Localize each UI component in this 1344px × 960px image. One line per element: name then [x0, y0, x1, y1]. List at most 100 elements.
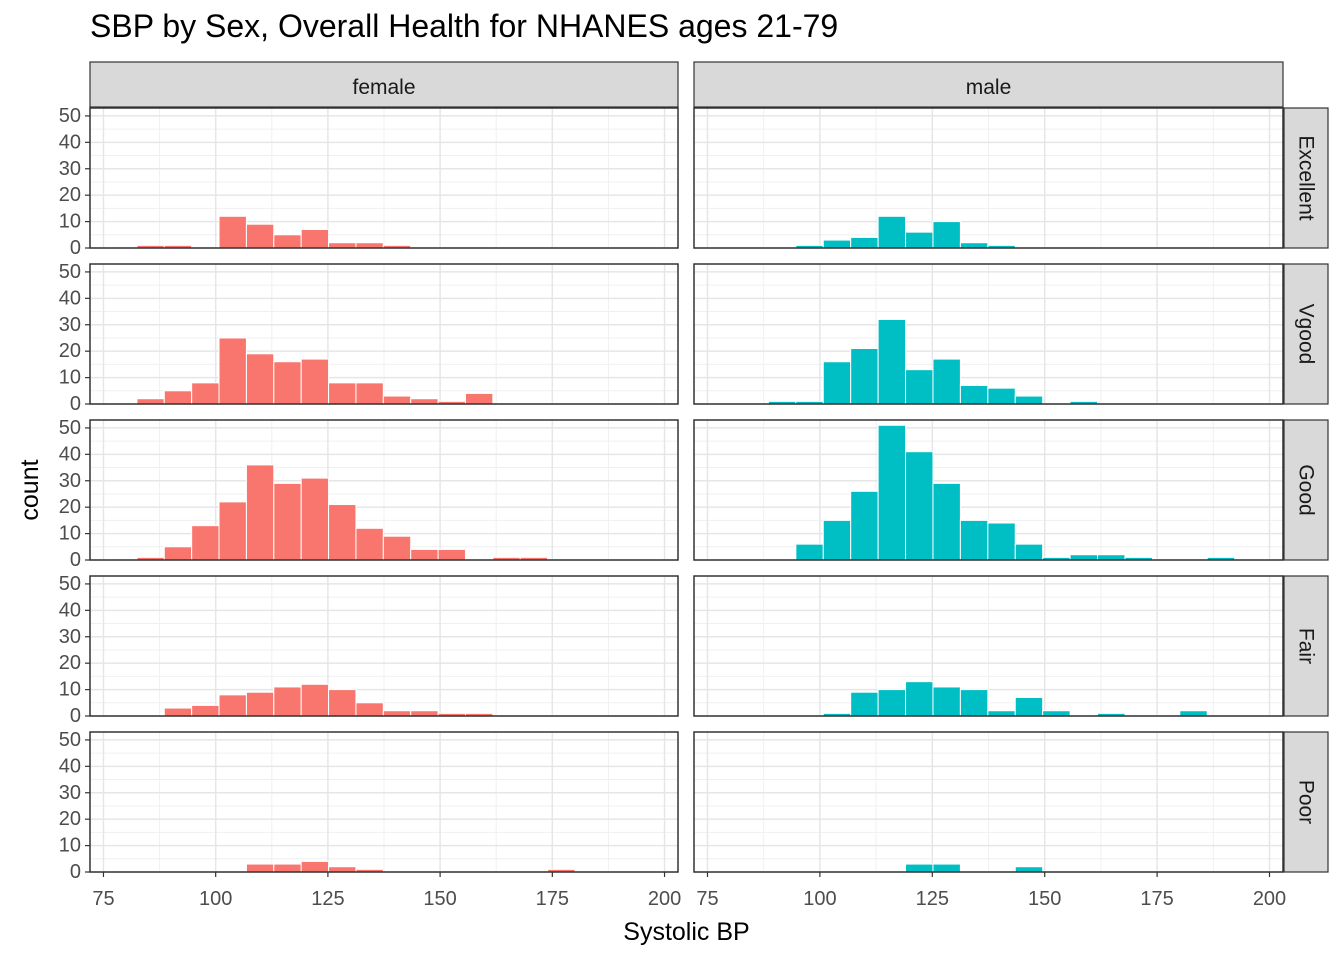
- facet-strip-vgood: [1283, 263, 1329, 405]
- y-tick-label: 20: [59, 496, 81, 518]
- histogram-bar: [795, 543, 824, 561]
- histogram-bar: [410, 398, 439, 405]
- x-tick-label: 100: [803, 888, 836, 910]
- histogram-bar: [932, 358, 961, 405]
- histogram-bar: [218, 694, 247, 717]
- x-tick-label: 175: [536, 888, 569, 910]
- panel-border: [89, 731, 679, 873]
- x-tick-label: 200: [1253, 888, 1286, 910]
- x-tick-label: 150: [1028, 888, 1061, 910]
- y-tick-label: 40: [59, 599, 81, 621]
- histogram-bar: [191, 704, 220, 717]
- facet-strip-female: [89, 61, 679, 108]
- y-tick-label: 20: [59, 340, 81, 362]
- histogram-bar: [1069, 554, 1099, 561]
- histogram-bar: [877, 424, 907, 561]
- panel-border: [693, 731, 1284, 873]
- histogram-bar: [1014, 697, 1044, 717]
- panel-border: [693, 575, 1284, 717]
- y-tick-label: 40: [59, 131, 81, 153]
- x-axis-title: Systolic BP: [623, 918, 749, 946]
- histogram-bar: [245, 353, 275, 405]
- y-tick-label: 30: [59, 626, 81, 648]
- y-tick-label: 0: [70, 393, 81, 415]
- histogram-bar: [959, 385, 989, 405]
- histogram-bar: [932, 221, 961, 249]
- y-tick-label: 50: [59, 261, 81, 283]
- histogram-bar: [905, 681, 934, 717]
- histogram-bar: [1097, 554, 1126, 561]
- histogram-bar: [410, 548, 439, 561]
- y-tick-label: 10: [59, 835, 81, 857]
- chart-title: SBP by Sex, Overall Health for NHANES ag…: [90, 8, 839, 44]
- histogram-bar: [905, 231, 934, 249]
- histogram-bar: [987, 710, 1016, 717]
- histogram-bar: [245, 464, 275, 561]
- histogram-bar: [932, 686, 961, 717]
- y-tick-label: 0: [70, 861, 81, 883]
- y-tick-label: 50: [59, 729, 81, 751]
- y-tick-label: 30: [59, 158, 81, 180]
- histogram-bar: [437, 548, 466, 561]
- facet-strip-good: [1283, 419, 1329, 561]
- facet-strip-excellent: [1283, 107, 1329, 249]
- histogram-bar: [218, 215, 247, 249]
- histogram-bar: [382, 710, 412, 717]
- y-tick-label: 10: [59, 367, 81, 389]
- histogram-bar: [382, 395, 412, 405]
- histogram-bar: [959, 242, 989, 249]
- histogram-bar: [1014, 543, 1044, 561]
- histogram-bar: [932, 482, 961, 561]
- histogram-bar: [850, 236, 879, 249]
- y-tick-label: 10: [59, 211, 81, 233]
- panel-border: [693, 263, 1284, 405]
- histogram-bar: [273, 863, 302, 873]
- histogram-bar: [850, 348, 879, 405]
- histogram-bar: [1014, 395, 1044, 405]
- y-tick-label: 10: [59, 523, 81, 545]
- panel-border: [89, 263, 679, 405]
- histogram-bar: [163, 546, 193, 561]
- facet-strip-fair: [1283, 575, 1329, 717]
- histogram-bar: [300, 683, 330, 717]
- histogram-bar: [218, 337, 247, 405]
- histogram-bar: [877, 689, 907, 717]
- histogram-bar: [850, 490, 879, 561]
- histogram-bar: [382, 535, 412, 561]
- histogram-bar: [300, 229, 330, 249]
- histogram-bar: [1042, 710, 1071, 717]
- x-tick-label: 175: [1140, 888, 1173, 910]
- histogram-bar: [300, 477, 330, 561]
- y-tick-label: 50: [59, 417, 81, 439]
- x-tick-label: 125: [311, 888, 344, 910]
- histogram-bar: [191, 525, 220, 561]
- histogram-bar: [245, 863, 275, 873]
- histogram-bar: [245, 691, 275, 717]
- panel-border: [89, 107, 679, 249]
- histogram-bar: [410, 710, 439, 717]
- facet-strip-male: [693, 61, 1284, 108]
- y-tick-label: 40: [59, 287, 81, 309]
- histogram-bar: [1014, 866, 1044, 873]
- y-tick-label: 50: [59, 105, 81, 127]
- histogram-bar: [987, 387, 1016, 405]
- histogram-bar: [877, 215, 907, 249]
- y-tick-label: 0: [70, 549, 81, 571]
- facet-label-male: male: [966, 76, 1012, 99]
- y-tick-label: 30: [59, 314, 81, 336]
- x-tick-label: 100: [199, 888, 232, 910]
- y-tick-label: 10: [59, 679, 81, 701]
- y-tick-label: 30: [59, 470, 81, 492]
- histogram-bar: [1179, 710, 1208, 717]
- y-tick-label: 40: [59, 755, 81, 777]
- facet-label-fair: Fair: [1295, 628, 1318, 664]
- histogram-bar: [355, 242, 384, 249]
- histogram-bar: [822, 519, 852, 561]
- histogram-bar: [959, 689, 989, 717]
- histogram-bar: [273, 234, 302, 249]
- histogram-bar: [300, 358, 330, 405]
- panel-border: [89, 575, 679, 717]
- histogram-bar: [877, 318, 907, 405]
- histogram-bar: [905, 369, 934, 405]
